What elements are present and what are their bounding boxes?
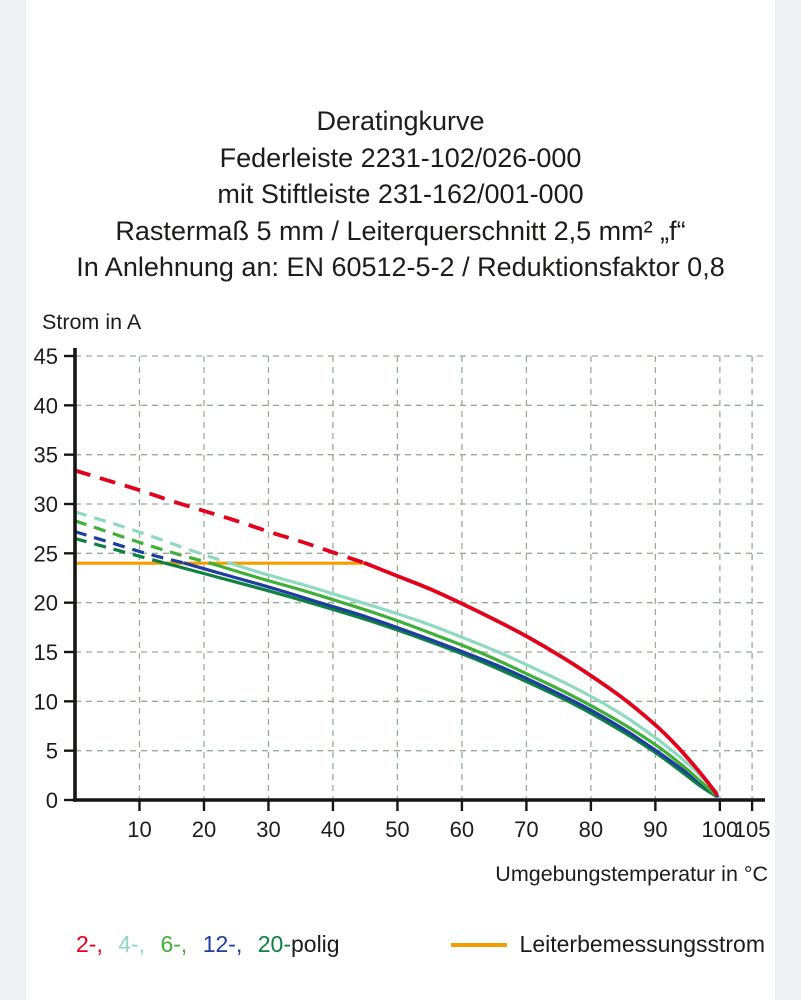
x-tick-label: 70 [514, 817, 538, 842]
x-tick-label: 10 [127, 817, 151, 842]
curve-20-polig [163, 561, 718, 798]
x-tick-label: 105 [734, 817, 771, 842]
x-tick-label: 60 [450, 817, 474, 842]
curve-20-polig-dashed [74, 536, 166, 565]
poles-legend: 2-, 4-, 6-, 12-, 20-polig [76, 931, 340, 958]
curve-4-polig [228, 561, 719, 794]
x-tick-label: 80 [579, 817, 603, 842]
legend-label-20polig: 20- [257, 931, 291, 957]
title-line-5: In Anlehnung an: EN 60512-5-2 / Reduktio… [76, 252, 725, 282]
curve-2-polig [363, 561, 719, 796]
title-line-2: Federleiste 2231-102/026-000 [219, 142, 582, 173]
y-tick-label: 30 [34, 492, 58, 517]
legend-label-6polig: 6-, [160, 931, 188, 957]
title-line-1: Deratingkurve [316, 106, 485, 136]
legend-label-2polig: 2-, [76, 931, 103, 957]
legend: 2-, 4-, 6-, 12-, 20-polig Leiterbemessun… [76, 931, 765, 958]
page-gutter-left [0, 0, 26, 1000]
y-tick-label: 45 [34, 344, 58, 369]
x-tick-label: 40 [321, 817, 345, 842]
reference-line-swatch [450, 942, 507, 947]
y-tick-label: 10 [34, 689, 58, 714]
page-gutter-right [775, 0, 801, 1000]
y-tick-label: 0 [46, 788, 58, 813]
x-tick-label: 100 [702, 817, 739, 842]
y-tick-label: 40 [34, 393, 58, 418]
y-axis-label: Strom in A [42, 310, 142, 334]
x-tick-label: 90 [643, 817, 667, 842]
legend-polig-suffix: polig [290, 931, 340, 957]
reference-legend-label: Leiterbemessungsstrom [519, 931, 765, 957]
y-tick-label: 25 [34, 541, 58, 566]
x-axis-label: Umgebungstemperatur in °C [495, 862, 768, 886]
curve-6-polig-dashed [74, 519, 211, 565]
y-tick-label: 15 [34, 640, 58, 665]
title-line-4: Rastermaß 5 mm / Leiterquerschnitt 2,5 m… [115, 215, 686, 246]
y-tick-label: 20 [34, 591, 58, 616]
x-tick-label: 20 [192, 817, 216, 842]
curve-12-polig-dashed [74, 530, 185, 565]
reference-legend: Leiterbemessungsstrom [450, 931, 765, 958]
legend-label-12polig: 12-, [202, 931, 243, 957]
curve-6-polig [208, 561, 717, 796]
x-tick-label: 30 [256, 817, 280, 842]
curve-4-polig-dashed [74, 510, 231, 565]
y-tick-label: 35 [34, 443, 58, 468]
y-tick-label: 5 [46, 739, 58, 764]
legend-label-4polig: 4-, [118, 931, 146, 957]
title-line-3: mit Stiftleiste 231-162/001-000 [217, 179, 584, 209]
x-tick-label: 50 [385, 817, 409, 842]
chart-title-block: Deratingkurve Federleiste 2231-102/026-0… [30, 103, 771, 286]
curve-12-polig [183, 561, 719, 798]
